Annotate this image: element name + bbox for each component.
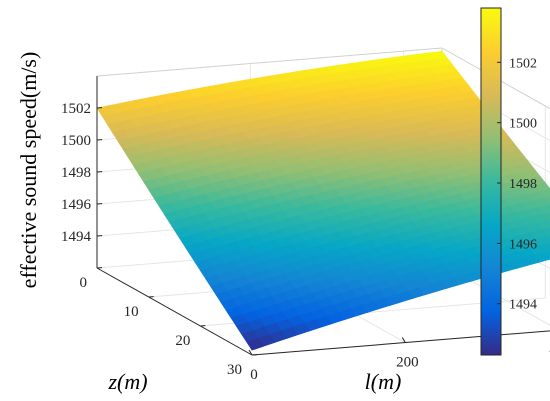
speed-axis-label: effective sound speed(m/s) (16, 52, 41, 289)
l-tick-label: 200 (396, 355, 419, 371)
colorbar-tick-label: 1502 (509, 56, 537, 71)
z-tick-label: 20 (175, 333, 190, 349)
speed-tick-label: 1500 (61, 133, 91, 149)
box-edge (441, 47, 550, 110)
z-axis-label: z(m) (107, 369, 147, 394)
speed-tick-label: 1496 (61, 197, 92, 213)
colorbar-tick-label: 1498 (509, 177, 537, 192)
colorbar-tick-label: 1494 (509, 298, 537, 313)
z-tick-label: 10 (124, 304, 139, 320)
z-tick-label: 30 (227, 362, 242, 378)
z-tick-label: 0 (80, 275, 88, 291)
axis-line (251, 330, 550, 356)
speed-tick-label: 1494 (61, 229, 92, 245)
colorbar-tick-label: 1500 (509, 117, 537, 132)
colorbar: 1494 1496 1498 1500 1502 (480, 7, 537, 356)
l-tick-mark (401, 337, 406, 343)
colorbar-tick-label: 1496 (509, 237, 537, 252)
axis-line (96, 267, 253, 356)
l-tick-label: 0 (250, 367, 258, 383)
l-tick-mark (248, 349, 253, 356)
box-edge (96, 47, 443, 77)
colorbar-bar (480, 7, 502, 356)
speed-tick-label: 1502 (61, 101, 91, 117)
speed-tick-label: 1498 (61, 165, 91, 181)
surface-patch (246, 338, 264, 351)
axis-ticks: 1494149614981500150201020300200400 (61, 101, 550, 383)
l-axis-label: l(m) (365, 369, 402, 394)
surface (96, 50, 550, 351)
axis-labels: effective sound speed(m/s) z(m) l(m) (16, 52, 401, 394)
